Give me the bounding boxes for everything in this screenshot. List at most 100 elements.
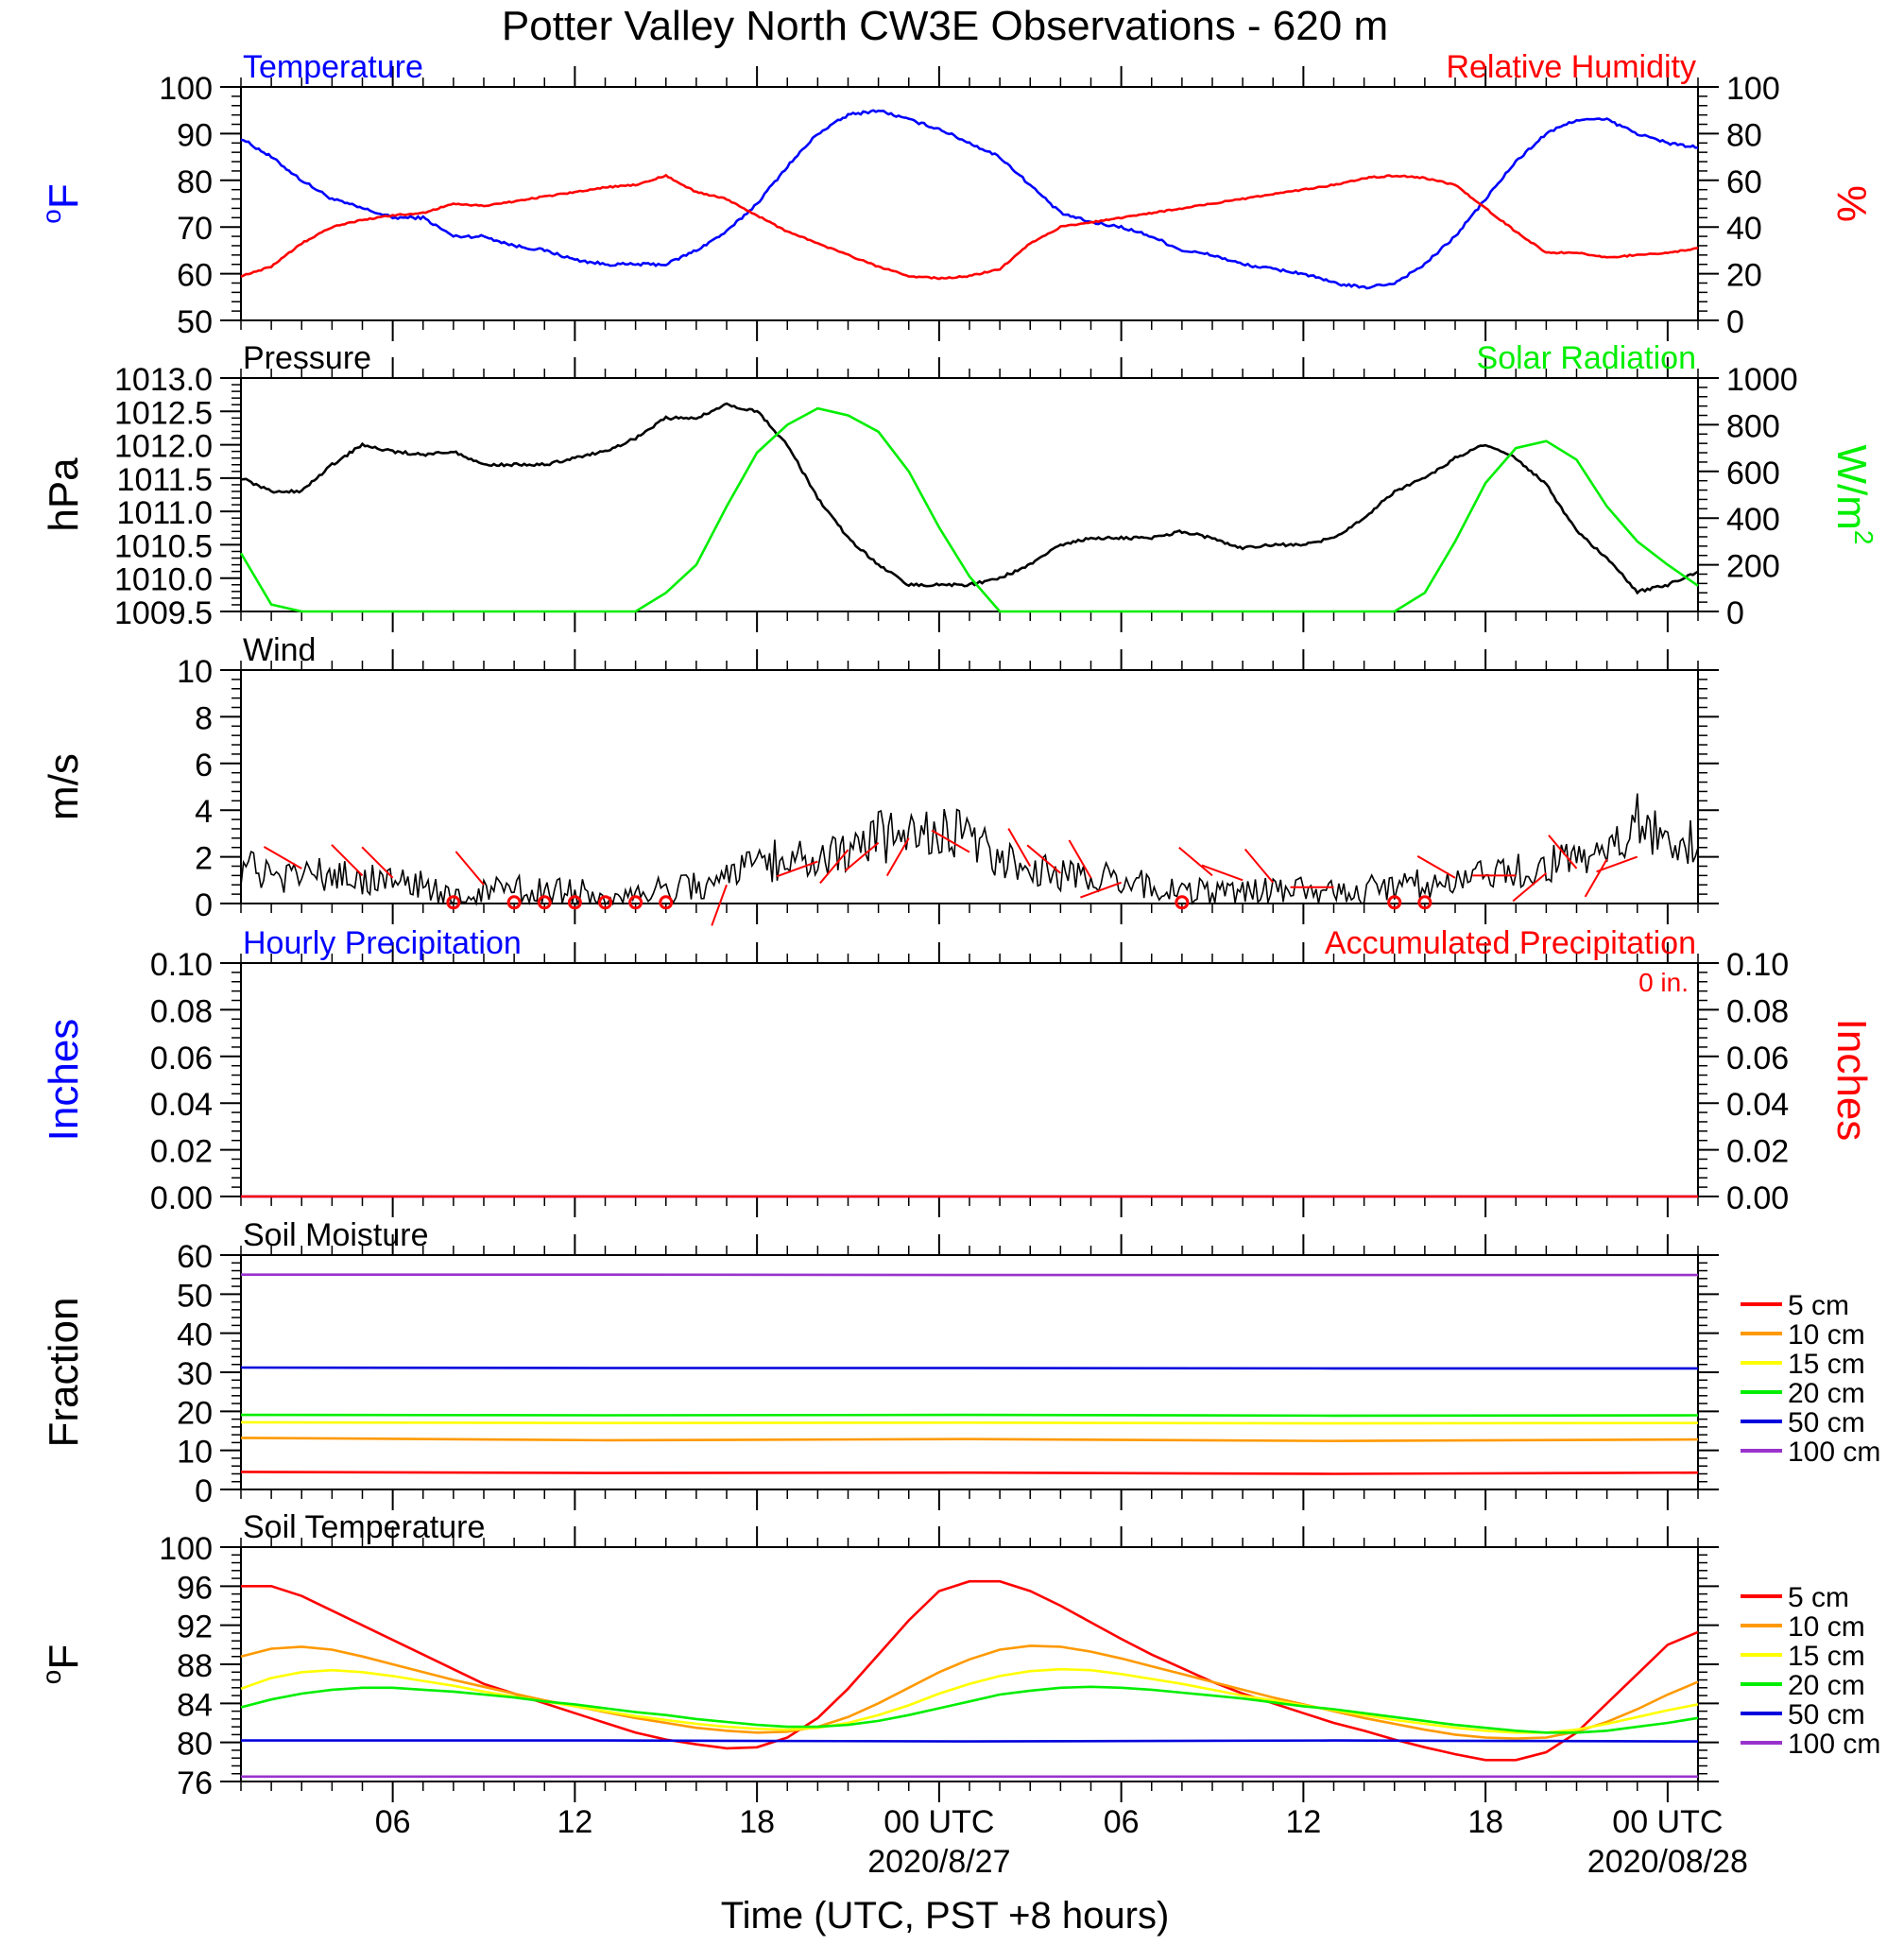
left-tick-label: 50: [177, 304, 213, 340]
pressure-solar-right-title: Solar Radiation: [1477, 340, 1696, 376]
left-tick-label: 0.00: [150, 1180, 213, 1216]
x-tick-label: 00 UTC: [883, 1804, 994, 1840]
left-tick-label: 1009.5: [114, 595, 213, 631]
precipitation-right-ylabel: Inches: [1828, 1019, 1875, 1142]
wind-barb: [1596, 855, 1638, 873]
right-tick-label: 0.10: [1726, 947, 1789, 983]
page-title: Potter Valley North CW3E Observations - …: [502, 3, 1388, 49]
calm-wind-marker: [506, 895, 522, 910]
wind-left-title: Wind: [243, 632, 316, 668]
left-tick-label: 1010.0: [114, 562, 213, 598]
left-tick-label: 4: [195, 794, 213, 830]
pressure-solar-left-ylabel: hPa: [41, 457, 87, 532]
left-tick-label: 0.02: [150, 1134, 213, 1170]
right-tick-label: 0: [1726, 304, 1744, 340]
left-tick-label: 0.10: [150, 947, 213, 983]
left-tick-label: 0: [195, 887, 213, 923]
left-tick-label: 60: [177, 1239, 213, 1275]
legend-label: 15 cm: [1788, 1349, 1865, 1380]
right-tick-label: 100: [1726, 71, 1780, 107]
x-date-label: 2020/8/27: [867, 1844, 1010, 1880]
x-tick-label: 18: [1467, 1804, 1503, 1840]
wind-barb: [455, 851, 485, 886]
wind-left-ylabel: m/s: [41, 753, 87, 820]
left-tick-label: 0.08: [150, 993, 213, 1029]
wind-barb: [1026, 844, 1062, 874]
wind-barb: [1007, 828, 1032, 867]
wind-barb: [711, 884, 728, 926]
wind-frame: [240, 669, 1699, 904]
wind-barb: [1512, 872, 1548, 903]
wind-barb: [331, 844, 364, 877]
left-tick-label: 88: [177, 1648, 213, 1684]
legend-label: 20 cm: [1788, 1670, 1865, 1701]
calm-wind-marker: [1417, 895, 1432, 910]
left-tick-label: 0.06: [150, 1041, 213, 1076]
pressure-solar-left-title: Pressure: [243, 340, 371, 376]
left-tick-label: 96: [177, 1570, 213, 1606]
pressure-solar-right-ylabel: W/m2: [1828, 445, 1878, 545]
wind-barb: [1178, 847, 1213, 877]
x-tick-label: 06: [1104, 1804, 1140, 1840]
right-tick-label: 0.02: [1726, 1134, 1789, 1170]
series-line-50-cm: [241, 1739, 1699, 1743]
wind-barb: [1244, 848, 1275, 884]
x-axis-title: Time (UTC, PST +8 hours): [721, 1895, 1170, 1936]
left-tick-label: 40: [177, 1317, 213, 1353]
wind-barb: [263, 846, 302, 869]
precipitation-right-title: Accumulated Precipitation: [1325, 925, 1696, 961]
calm-wind-marker: [537, 895, 552, 910]
wind-barb: [1548, 835, 1578, 869]
left-tick-label: 60: [177, 258, 213, 294]
right-tick-label: 20: [1726, 258, 1762, 294]
temperature-humidity-right-ylabel: %: [1828, 185, 1875, 222]
left-tick-label: 8: [195, 700, 213, 736]
right-tick-label: 40: [1726, 211, 1762, 247]
calm-wind-marker: [598, 895, 612, 910]
calm-wind-marker: [1175, 895, 1190, 910]
series-line-10-cm: [240, 1644, 1699, 1740]
x-tick-label: 12: [1285, 1804, 1321, 1840]
left-tick-label: 100: [159, 1531, 213, 1567]
series-line-20-cm: [240, 1413, 1699, 1418]
left-tick-label: 100: [159, 71, 213, 107]
right-tick-label: 600: [1726, 456, 1780, 491]
right-tick-label: 800: [1726, 408, 1780, 444]
soil-temperature-left-ylabel: oF: [37, 1644, 87, 1684]
wind-panel: 0 2 4 6 8 10 Wind m/s: [41, 632, 1719, 926]
right-tick-label: 60: [1726, 164, 1762, 200]
wind-barb: [361, 846, 394, 879]
left-tick-label: 1013.0: [114, 362, 213, 398]
series-line-wind: [240, 793, 1699, 906]
legend-label: 50 cm: [1788, 1407, 1865, 1438]
left-tick-label: 6: [195, 748, 213, 783]
left-tick-label: 10: [177, 654, 213, 690]
wind-barb: [819, 849, 849, 885]
legend-label: 10 cm: [1788, 1319, 1865, 1351]
left-tick-label: 20: [177, 1395, 213, 1431]
pressure-solar-panel: 1009.51010.01010.51011.01011.51012.01012…: [41, 340, 1878, 632]
legend-label: 100 cm: [1788, 1437, 1880, 1468]
left-tick-label: 2: [195, 841, 213, 877]
x-date-label: 2020/08/28: [1587, 1844, 1748, 1880]
right-tick-label: 0: [1726, 595, 1744, 631]
series-line-solar-radiation: [239, 406, 1699, 613]
left-tick-label: 0.04: [150, 1087, 213, 1123]
left-tick-label: 1011.0: [117, 495, 213, 531]
series-line-5-cm: [240, 1471, 1699, 1475]
calm-wind-marker: [446, 895, 461, 910]
series-line-20-cm: [240, 1685, 1699, 1734]
temperature-humidity-right-title: Relative Humidity: [1446, 49, 1696, 85]
left-tick-label: 1012.5: [114, 395, 213, 431]
soil-moisture-left-ylabel: Fraction: [41, 1298, 87, 1448]
series-line-5-cm: [241, 1579, 1699, 1762]
series-line-relative-humidity: [240, 173, 1699, 281]
series-line-pressure: [240, 402, 1699, 595]
series-line-temperature: [240, 109, 1699, 290]
right-tick-label: 1000: [1726, 362, 1798, 398]
right-tick-label: 200: [1726, 549, 1780, 585]
left-tick-label: 0: [195, 1473, 213, 1509]
